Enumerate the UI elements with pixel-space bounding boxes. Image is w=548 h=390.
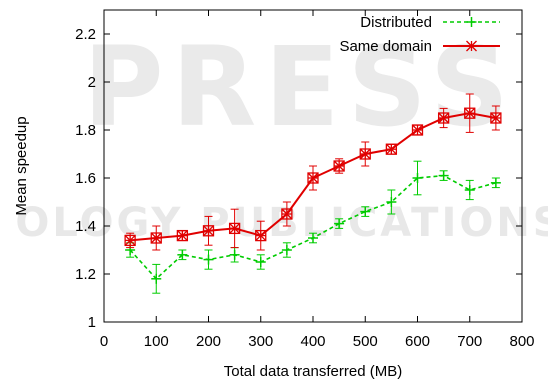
legend-swatch-marker (466, 40, 477, 52)
marker-stroke (203, 225, 214, 237)
y-tick-label: 1.6 (75, 170, 96, 187)
marker-box (307, 172, 319, 184)
marker-box (333, 160, 345, 172)
data-point (438, 170, 449, 181)
marker-stroke (464, 107, 476, 119)
marker-stroke (385, 143, 397, 155)
marker-stroke (255, 230, 267, 242)
marker-box (490, 112, 502, 124)
legend-label: Same domain (339, 38, 432, 55)
data-point (386, 197, 397, 207)
marker-stroke (359, 148, 371, 160)
series-same-domain (124, 93, 502, 251)
data-point (437, 112, 450, 124)
y-tick-label: 1.2 (75, 266, 96, 283)
marker-stroke (124, 234, 136, 246)
data-point (281, 208, 293, 220)
marker-stroke (466, 40, 477, 52)
marker-box (437, 112, 450, 124)
x-tick-label: 700 (457, 333, 482, 350)
marker-box (124, 234, 136, 247)
y-tick-label: 2.2 (75, 26, 96, 43)
marker-box (255, 229, 267, 242)
legend-item: Distributed (360, 14, 500, 31)
data-point (490, 112, 502, 124)
data-point (360, 206, 371, 217)
data-point (150, 232, 162, 244)
x-tick-label: 600 (405, 333, 430, 350)
axes: 0 100 200 300 400 500 600 700 800 1 1.2 1.4 1.6 1.8 2 2… (13, 9, 535, 380)
y-tick-label: 1 (88, 314, 96, 331)
data-point (464, 185, 475, 195)
marker-box (385, 143, 398, 155)
marker-box (150, 232, 162, 244)
data-point (464, 107, 476, 119)
data-point (334, 218, 345, 229)
marker-stroke (229, 222, 241, 234)
marker-box (359, 148, 371, 160)
data-point (385, 143, 398, 155)
marker-stroke (176, 230, 188, 242)
watermark-line1: PRESS (83, 23, 517, 151)
y-tick-label: 1.8 (75, 122, 96, 139)
legend-item: Same domain (339, 38, 500, 55)
plot-area (124, 93, 502, 294)
data-point (308, 233, 318, 243)
marker-box (202, 225, 215, 237)
data-point (411, 124, 424, 136)
marker-box (281, 208, 293, 220)
marker-stroke (438, 112, 450, 124)
marker-box (176, 229, 189, 242)
x-tick-label: 400 (300, 333, 325, 350)
data-point (281, 245, 292, 255)
series-distributed (125, 160, 501, 294)
data-point (177, 249, 188, 260)
y-axis-label: Mean speedup (13, 116, 30, 215)
x-tick-label: 0 (100, 333, 108, 350)
y-tick-label: 1.4 (75, 218, 96, 235)
data-point (359, 148, 371, 160)
marker-box (464, 107, 476, 119)
data-point (412, 173, 423, 183)
marker-stroke (490, 112, 502, 124)
data-point (255, 257, 266, 267)
x-tick-label: 300 (248, 333, 273, 350)
data-point (333, 160, 345, 172)
x-axis-label: Total data transferred (MB) (224, 363, 402, 380)
x-tick-label: 800 (509, 333, 534, 350)
data-point (229, 249, 240, 260)
data-point (255, 229, 267, 242)
marker-stroke (333, 160, 345, 172)
x-tick-label: 200 (196, 333, 221, 350)
data-point (228, 222, 241, 235)
data-point (124, 234, 136, 247)
x-tick-label: 100 (144, 333, 169, 350)
legend-label: Distributed (360, 14, 432, 31)
marker-stroke (281, 208, 293, 220)
data-point (202, 225, 215, 237)
marker-box (228, 222, 241, 235)
y-tick-label: 2 (88, 74, 96, 91)
data-point (203, 254, 214, 265)
marker-box (411, 124, 424, 136)
marker-stroke (412, 124, 423, 136)
legend: Distributed Same domain (339, 14, 500, 55)
marker-stroke (150, 232, 162, 244)
legend-swatch-marker (466, 17, 477, 27)
data-point (307, 172, 319, 184)
data-point (176, 229, 189, 242)
data-point (151, 273, 162, 284)
x-tick-label: 500 (353, 333, 378, 350)
data-point (490, 177, 501, 188)
marker-stroke (307, 172, 319, 184)
